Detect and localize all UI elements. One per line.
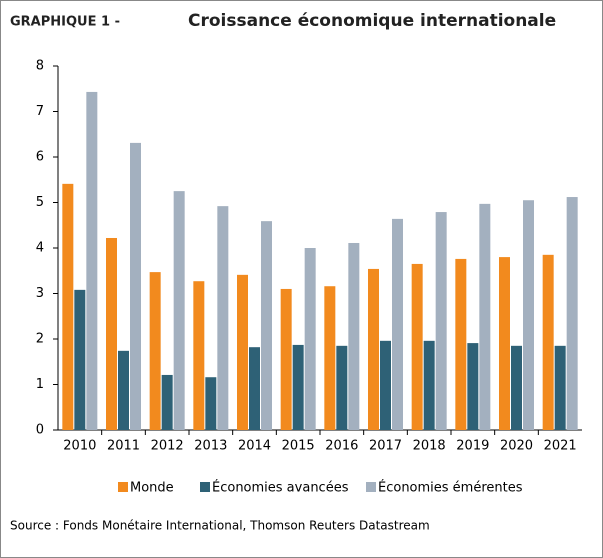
bar (380, 340, 391, 430)
legend-label: Monde (130, 481, 174, 496)
bar (511, 345, 522, 430)
x-tick-label: 2021 (544, 439, 577, 454)
bar (237, 274, 248, 430)
bar (106, 237, 117, 430)
bar (499, 257, 510, 430)
legend-label: Économies avancées (212, 480, 349, 496)
bar (435, 212, 447, 430)
y-tick-label: 4 (36, 241, 44, 256)
y-tick-label: 7 (36, 104, 44, 119)
bar (423, 340, 435, 430)
bar (193, 281, 205, 430)
x-tick-label: 2019 (456, 439, 489, 454)
y-tick-label: 0 (36, 423, 44, 438)
y-tick-label: 1 (36, 377, 44, 392)
bar (467, 343, 479, 430)
bar (479, 203, 491, 430)
bar (118, 350, 129, 430)
bar (217, 206, 229, 430)
bar (348, 242, 360, 430)
bar (336, 345, 348, 430)
legend-swatch (366, 482, 376, 492)
x-tick-label: 2013 (194, 439, 227, 454)
y-tick-label: 8 (36, 59, 44, 74)
bar (324, 286, 336, 430)
x-tick-label: 2016 (325, 439, 358, 454)
bar (566, 197, 578, 430)
bar (130, 142, 141, 430)
bar (149, 272, 161, 430)
x-tick-label: 2012 (151, 439, 184, 454)
bar (86, 91, 98, 430)
bar (554, 345, 566, 430)
x-tick-label: 2015 (282, 439, 315, 454)
legend-swatch (118, 482, 128, 492)
figure-label: GRAPHIQUE 1 - (10, 15, 120, 30)
bar (62, 183, 74, 430)
bar (292, 344, 304, 430)
bar (368, 268, 379, 430)
chart-title: Croissance économique internationale (188, 11, 556, 31)
legend-label: Économies émérentes (378, 480, 523, 496)
bar (205, 377, 217, 430)
bar (411, 263, 423, 430)
source: Source : Fonds Monétaire International, … (10, 519, 430, 533)
legend-swatch (200, 482, 210, 492)
bar (280, 288, 292, 430)
bar (261, 221, 272, 430)
x-tick-label: 2011 (107, 439, 140, 454)
bar (304, 248, 316, 430)
x-tick-label: 2018 (413, 439, 446, 454)
y-tick-label: 2 (36, 332, 44, 347)
x-tick-label: 2020 (500, 439, 533, 454)
y-tick-label: 5 (36, 195, 44, 210)
bar (249, 347, 260, 430)
x-tick-label: 2014 (238, 439, 271, 454)
bar (523, 200, 534, 430)
bar (74, 289, 86, 430)
bar (542, 254, 554, 430)
bar (173, 191, 185, 430)
x-tick-label: 2017 (369, 439, 402, 454)
bar (392, 218, 403, 430)
x-tick-label: 2010 (63, 439, 96, 454)
y-tick-label: 3 (36, 286, 44, 301)
bar (161, 374, 173, 430)
y-tick-label: 6 (36, 150, 44, 165)
bar (455, 258, 467, 430)
